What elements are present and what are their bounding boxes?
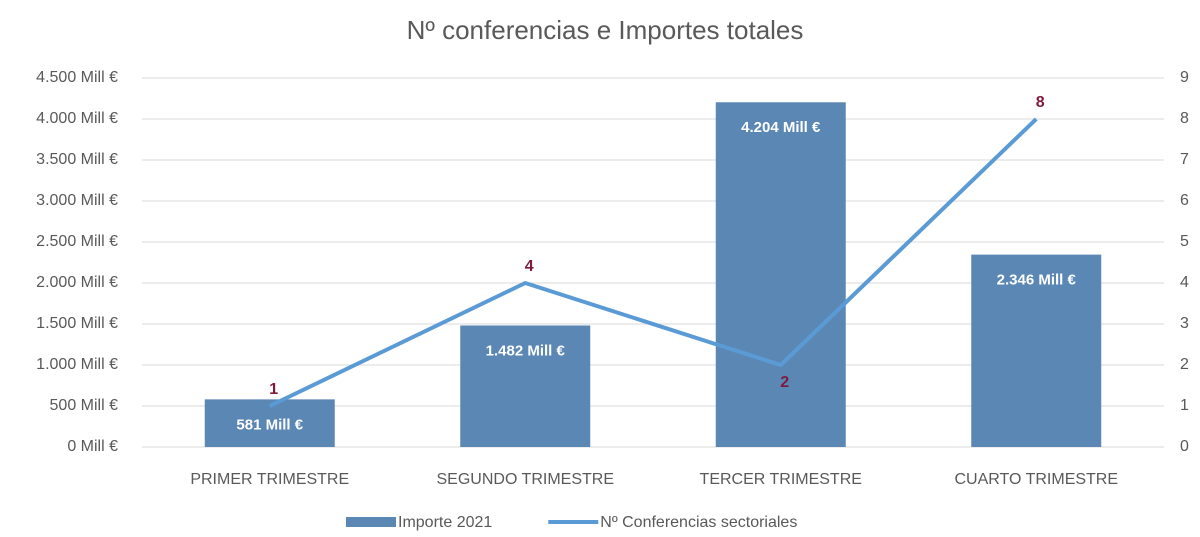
legend-swatch — [346, 517, 396, 527]
bar-value-label: 581 Mill € — [236, 416, 303, 433]
y-tick-label: 1.500 Mill € — [36, 315, 118, 332]
y2-tick-label: 3 — [1180, 315, 1189, 332]
line-value-label: 1 — [269, 381, 278, 398]
y-tick-label: 500 Mill € — [50, 397, 119, 414]
x-tick-label: CUARTO TRIMESTRE — [954, 471, 1118, 488]
line-value-label: 4 — [525, 258, 534, 275]
bar-value-label: 4.204 Mill € — [741, 119, 821, 136]
legend-label: Importe 2021 — [398, 514, 492, 531]
chart-title: Nº conferencias e Importes totales — [407, 15, 804, 45]
y2-tick-label: 7 — [1180, 151, 1189, 168]
y2-tick-label: 9 — [1180, 69, 1189, 86]
y2-tick-label: 8 — [1180, 110, 1189, 127]
x-tick-label: PRIMER TRIMESTRE — [190, 471, 349, 488]
line-value-label: 8 — [1036, 94, 1045, 111]
y2-tick-label: 4 — [1180, 274, 1189, 291]
x-tick-label: TERCER TRIMESTRE — [700, 471, 862, 488]
y-tick-label: 3.000 Mill € — [36, 192, 118, 209]
bar — [971, 254, 1102, 447]
x-tick-label: SEGUNDO TRIMESTRE — [437, 471, 615, 488]
legend-label: Nº Conferencias sectoriales — [600, 514, 797, 531]
line-value-label: 2 — [780, 374, 789, 391]
y-tick-label: 4.000 Mill € — [36, 110, 118, 127]
y-tick-label: 3.500 Mill € — [36, 151, 118, 168]
y2-tick-label: 5 — [1180, 233, 1189, 250]
bar — [204, 399, 335, 447]
y-tick-label: 0 Mill € — [67, 438, 118, 455]
y-tick-label: 4.500 Mill € — [36, 69, 118, 86]
y2-tick-label: 6 — [1180, 192, 1189, 209]
y2-tick-label: 2 — [1180, 356, 1189, 373]
y2-tick-label: 0 — [1180, 438, 1189, 455]
y2-tick-label: 1 — [1180, 397, 1189, 414]
y-tick-label: 2.500 Mill € — [36, 233, 118, 250]
bar-value-label: 2.346 Mill € — [997, 272, 1077, 289]
y-tick-label: 2.000 Mill € — [36, 274, 118, 291]
bar-value-label: 1.482 Mill € — [486, 342, 566, 359]
y-tick-label: 1.000 Mill € — [36, 356, 118, 373]
bar — [715, 102, 846, 447]
bar — [460, 325, 591, 447]
line — [268, 117, 1038, 408]
